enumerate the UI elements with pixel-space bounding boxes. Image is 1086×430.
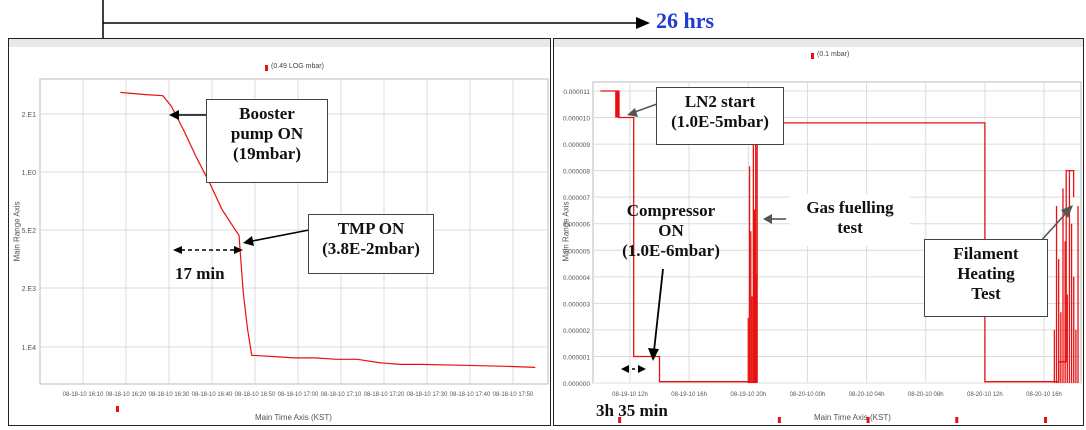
left-y-tick-label: 5.E2: [22, 228, 37, 235]
left-bottom-marker: [116, 406, 119, 412]
right-y-tick-label: 0.000002: [563, 328, 590, 335]
duration-arrow: [102, 0, 650, 40]
right-y-tick-label: 0.000011: [563, 89, 590, 96]
left-y-tick-label: 1.E4: [22, 345, 37, 352]
gas-note: Gas fuelling test: [790, 194, 910, 246]
ln2-arrow: [631, 103, 658, 114]
left-x-tick-label: 08-18-10 17:40: [450, 392, 491, 398]
right-x-ticks: 08-19-10 12h 08-19-10 16h 08-19-10 20h 08-2…: [612, 392, 1062, 398]
left-x-tick-label: 08-18-10 17:10: [321, 392, 362, 398]
right-y-tick-label: 0.000005: [563, 248, 590, 255]
left-x-tick-label: 08-18-10 17:00: [278, 392, 319, 398]
right-x-tick-label: 08-20-10 08h: [908, 392, 944, 398]
right-chart-header-bar: [554, 39, 1083, 47]
right-x-tick-label: 08-19-10 20h: [730, 392, 766, 398]
right-bottom-marker: [618, 417, 622, 423]
left-legend-label: (0.49 LOG mbar): [271, 63, 324, 70]
left-y-tick-label: 2.E3: [22, 286, 37, 293]
compressor-arrow: [653, 268, 664, 352]
left-y-ticks: 2.E1 1.E0 5.E2 2.E3 1.E4: [22, 112, 37, 352]
right-bottom-marker: [777, 417, 781, 423]
left-x-tick-label: 08-18-10 17:30: [407, 392, 448, 398]
right-bottom-marker: [866, 417, 870, 423]
left-chart-panel: 2.E1 1.E0 5.E2 2.E3 1.E4 08-18-10 16:10 08-18…: [8, 38, 551, 426]
left-legend-marker: [265, 65, 268, 71]
right-x-axis-title: Main Time Axis (KST): [814, 413, 891, 422]
ln2-note: LN2 start (1.0E-5mbar): [656, 87, 784, 145]
right-y-tick-label: 0.000007: [563, 195, 590, 202]
right-x-tick-label: 08-20-10 04h: [849, 392, 885, 398]
left-pressure-trace: [120, 91, 536, 368]
right-y-tick-label: 0.000006: [563, 222, 590, 229]
left-y-tick-label: 1.E0: [22, 170, 37, 177]
right-x-tick-label: 08-20-10 00h: [790, 392, 826, 398]
right-bottom-marker: [1044, 417, 1048, 423]
right-y-tick-label: 0.000004: [563, 275, 590, 282]
right-y-ticks: 0.000011 0.000010 0.000009 0.000008 0.000007…: [563, 89, 590, 388]
left-x-tick-label: 08-18-10 17:20: [364, 392, 405, 398]
right-x-tick-label: 08-20-10 12h: [967, 392, 1003, 398]
left-x-tick-label: 08-18-10 16:40: [192, 392, 233, 398]
left-x-tick-label: 08-18-10 16:10: [63, 392, 104, 398]
left-x-tick-label: 08-18-10 17:50: [493, 392, 534, 398]
right-ln2-block: [615, 91, 620, 118]
left-chart-header-bar: [9, 39, 550, 47]
three-h-label: 3h 35 min: [596, 401, 668, 420]
right-y-tick-label: 0.000000: [563, 381, 590, 388]
right-y-tick-label: 0.000008: [563, 169, 590, 176]
left-x-tick-label: 08-18-10 16:20: [106, 392, 147, 398]
right-bottom-markers: [618, 417, 1048, 423]
left-y-tick-label: 2.E1: [22, 112, 37, 119]
right-legend-marker: [811, 53, 814, 59]
left-x-tick-label: 08-18-10 16:30: [149, 392, 190, 398]
right-x-tick-label: 08-19-10 12h: [612, 392, 648, 398]
left-x-tick-label: 08-18-10 16:50: [235, 392, 276, 398]
booster-note: Booster pump ON (19mbar): [206, 99, 328, 183]
tmp-note: TMP ON (3.8E-2mbar): [308, 214, 434, 274]
left-x-ticks: 08-18-10 16:10 08-18-10 16:20 08-18-10 16:…: [63, 392, 534, 398]
seventeen-min-label: 17 min: [175, 264, 225, 283]
right-pressure-trace: [600, 90, 1079, 383]
duration-label: 26 hrs: [656, 8, 715, 33]
right-y-tick-label: 0.000003: [563, 301, 590, 308]
right-y-tick-label: 0.000001: [563, 354, 590, 361]
compressor-note: Compressor ON (1.0E-6mbar): [622, 201, 720, 260]
right-y-tick-label: 0.000009: [563, 142, 590, 149]
left-y-axis-title: Main Range Axis: [12, 201, 22, 262]
right-legend-label: (0.1 mbar): [817, 51, 850, 58]
right-x-tick-label: 08-20-10 16h: [1026, 392, 1062, 398]
right-bottom-marker: [955, 417, 959, 423]
left-x-axis-title: Main Time Axis (KST): [255, 413, 332, 422]
right-y-axis-title: Main Range Axis: [561, 201, 571, 262]
right-x-tick-label: 08-19-10 16h: [671, 392, 707, 398]
tmp-arrow: [246, 229, 310, 243]
left-chart-svg: 2.E11.E05.E22.E31.E4 08-18-10 16:10 08-18…: [9, 39, 550, 412]
filament-note: Filament Heating Test: [924, 239, 1048, 317]
right-y-tick-label: 0.000010: [563, 116, 590, 123]
